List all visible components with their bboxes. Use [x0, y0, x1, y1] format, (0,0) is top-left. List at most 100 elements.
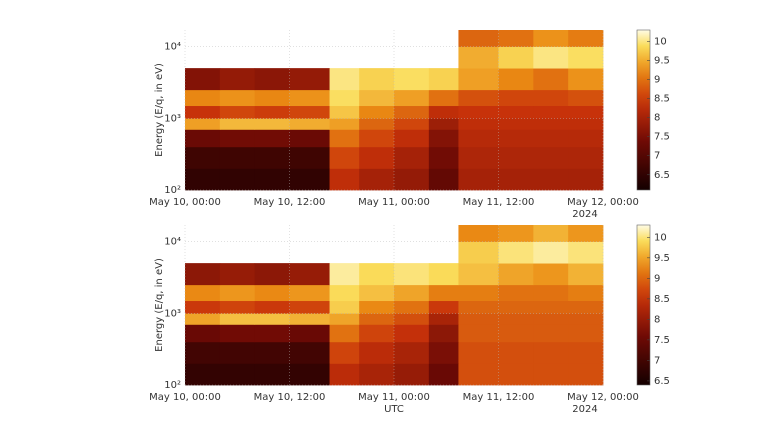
- heatmap-cell: [568, 263, 604, 286]
- heatmap-cell: [289, 146, 330, 169]
- heatmap-cell: [394, 324, 430, 343]
- heatmap-cell: [498, 30, 534, 47]
- heatmap-cell: [458, 118, 499, 130]
- heatmap-cell: [394, 68, 430, 91]
- colorbar-tick-label: 7.5: [654, 132, 670, 143]
- heatmap-cell: [458, 68, 499, 91]
- heatmap-cell: [219, 284, 256, 302]
- heatmap-cell: [498, 341, 534, 364]
- x-tick-label: May 11, 00:00: [358, 392, 430, 403]
- heatmap-cell: [254, 300, 290, 314]
- heatmap-cell: [219, 89, 256, 107]
- x-tick-label: May 11, 00:00: [358, 197, 430, 208]
- heatmap-cell: [394, 146, 430, 169]
- y-tick-label: 10²: [164, 185, 181, 196]
- heatmap-cell: [568, 363, 604, 386]
- heatmap-cell: [498, 324, 534, 343]
- heatmap-cell: [458, 341, 499, 364]
- heatmap-cell: [359, 129, 395, 148]
- heatmap-cell: [568, 241, 604, 264]
- heatmap-cell: [568, 341, 604, 364]
- heatmap-cell: [428, 68, 459, 91]
- heatmap-cell: [329, 89, 360, 107]
- heatmap-cell: [533, 225, 569, 242]
- y-tick-label: 10⁴: [164, 237, 181, 248]
- heatmap-cell: [498, 263, 534, 286]
- colorbar-tick-label: 10: [654, 36, 667, 47]
- heatmap-cell: [254, 284, 290, 302]
- heatmap-cell: [289, 105, 330, 119]
- colorbar-tick-label: 9.5: [654, 55, 670, 66]
- heatmap-cell: [568, 30, 604, 47]
- heatmap-cell: [185, 363, 221, 386]
- colorbar-tick-label: 6.5: [654, 170, 670, 181]
- heatmap-cell: [289, 129, 330, 148]
- colorbar-tick-label: 8: [654, 113, 660, 124]
- x-tick-label: May 10, 00:00: [149, 197, 221, 208]
- heatmap-cell: [568, 284, 604, 302]
- heatmap-cell: [359, 300, 395, 314]
- heatmap-cell: [458, 324, 499, 343]
- heatmap-cell: [498, 146, 534, 169]
- colorbar: [636, 224, 651, 386]
- heatmap-cell: [185, 168, 221, 191]
- heatmap-cell: [254, 263, 290, 286]
- heatmap-cell: [533, 284, 569, 302]
- heatmap-cell: [533, 146, 569, 169]
- y-tick-label: 10³: [164, 308, 181, 319]
- heatmap-cell: [428, 313, 459, 325]
- colorbar-tick-label: 9: [654, 273, 660, 284]
- heatmap-cell: [428, 118, 459, 130]
- heatmap-cell: [329, 363, 360, 386]
- heatmap-cell: [428, 341, 459, 364]
- heatmap-cell: [329, 324, 360, 343]
- colorbar-tick-label: 8.5: [654, 294, 670, 305]
- heatmap-cell: [533, 363, 569, 386]
- heatmap-cell: [185, 324, 221, 343]
- heatmap-cell: [329, 118, 360, 130]
- heatmap-cell: [428, 324, 459, 343]
- heatmap-cell: [359, 284, 395, 302]
- heatmap-cell: [533, 300, 569, 314]
- heatmap-cell: [498, 300, 534, 314]
- heatmap-cell: [533, 46, 569, 69]
- heatmap-cell: [219, 68, 256, 91]
- heatmap-cell: [254, 146, 290, 169]
- heatmap-cell: [568, 225, 604, 242]
- heatmap-cell: [185, 105, 221, 119]
- heatmap-cell: [185, 263, 221, 286]
- heatmap-cell: [458, 30, 499, 47]
- heatmap-cell: [254, 168, 290, 191]
- x-tick-label: May 12, 00:00: [567, 392, 639, 403]
- heatmap-cell: [185, 146, 221, 169]
- heatmap-cell: [329, 284, 360, 302]
- heatmap-cell: [458, 284, 499, 302]
- heatmap-cell: [185, 313, 221, 325]
- heatmap-cell: [568, 129, 604, 148]
- heatmap-cell: [533, 341, 569, 364]
- heatmap-cell: [458, 146, 499, 169]
- heatmap-cell: [458, 263, 499, 286]
- heatmap-cell: [329, 313, 360, 325]
- heatmap-cell: [568, 89, 604, 107]
- heatmap-cell: [329, 105, 360, 119]
- heatmap-cell: [289, 263, 330, 286]
- colorbar-tick-label: 7.5: [654, 335, 670, 346]
- heatmap-cell: [458, 129, 499, 148]
- heatmap-cell: [458, 300, 499, 314]
- heatmap-cell: [185, 129, 221, 148]
- heatmap-cell: [359, 89, 395, 107]
- colorbar-tick-label: 10: [654, 232, 667, 243]
- heatmap-cell: [568, 118, 604, 130]
- heatmap-cell: [394, 284, 430, 302]
- y-tick-label: 10³: [164, 113, 181, 124]
- heatmap-cell: [533, 263, 569, 286]
- heatmap-cell: [458, 225, 499, 242]
- heatmap-cell: [568, 324, 604, 343]
- heatmap-cell: [359, 363, 395, 386]
- heatmap-cell: [219, 324, 256, 343]
- heatmap-cell: [359, 313, 395, 325]
- colorbar-tick-label: 6.5: [654, 376, 670, 387]
- heatmap-cell: [458, 313, 499, 325]
